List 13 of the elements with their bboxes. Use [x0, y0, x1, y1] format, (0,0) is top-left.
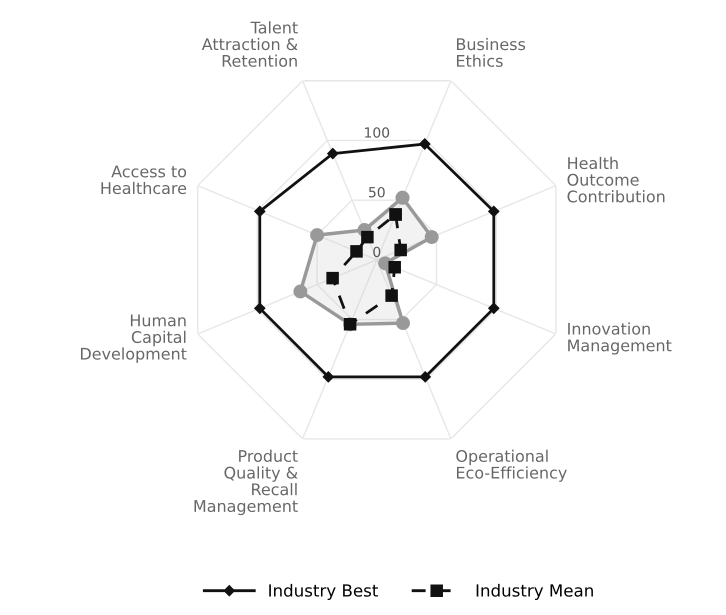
y-tick-label: 0: [373, 246, 380, 258]
spoke-label: Innovation Management: [568, 322, 672, 355]
spoke-label: Product Quality & Recall Management: [194, 450, 298, 516]
y-tick-label: 50: [369, 186, 385, 198]
spoke-label: Talent Attraction & Retention: [202, 21, 298, 67]
spoke-label: Operational Eco-Efficiency: [456, 450, 567, 482]
spoke-label: Business Ethics: [456, 38, 526, 67]
spoke-label: Access to Healthcare: [101, 166, 186, 194]
spoke-label: Human Capital Development: [81, 314, 187, 363]
y-tick-label: 100: [365, 127, 390, 138]
legend-label: Industry Best: [269, 584, 378, 600]
legend-label: Industry Mean: [476, 584, 593, 600]
spoke-label: Health Outcome Contribution: [568, 156, 664, 203]
